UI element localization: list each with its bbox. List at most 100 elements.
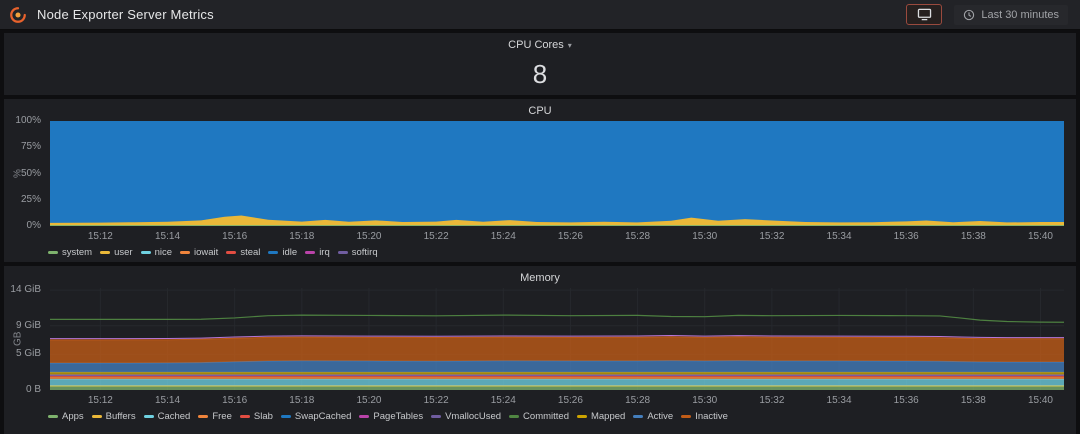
legend-marker [226,250,237,254]
legend-label: softirq [351,246,378,258]
x-tick-label: 15:40 [1027,395,1053,406]
x-tick-label: 15:40 [1027,231,1053,242]
x-tick-label: 15:20 [356,395,382,406]
x-tick-label: 15:12 [87,395,113,406]
legend-item-softirq[interactable]: softirq [337,246,378,258]
legend-label: idle [282,246,298,258]
legend-label: PageTables [373,410,424,422]
cpu-x-axis-ticks: 15:12 15:14 15:16 15:18 15:20 15:22 15:24 15:26… [50,229,1064,242]
x-tick-label: 15:26 [557,231,583,242]
y-tick-label: 9 GiB [15,319,41,331]
legend-label: Slab [253,410,273,422]
y-tick-label: 0% [26,220,41,231]
legend-item-committed[interactable]: Committed [509,411,569,422]
x-tick-label: 15:14 [155,231,181,242]
legend-marker [681,414,692,418]
legend-item-pagetables[interactable]: PageTables [359,411,423,422]
time-range-picker[interactable]: Last 30 minutes [954,4,1068,25]
x-tick-label: 15:34 [826,395,852,406]
legend-marker [576,414,587,418]
x-tick-label: 15:34 [826,231,852,242]
x-tick-label: 15:36 [893,395,919,406]
legend-label: Apps [62,410,84,422]
legend-label: Active [647,410,674,422]
legend-item-active[interactable]: Active [633,411,673,422]
legend-marker [305,250,316,254]
legend-item-swapcached[interactable]: SwapCached [280,410,352,422]
legend-item-irq[interactable]: irq [305,247,330,258]
cpu-chart-legend: system user nice iowait steal idle irq softirq [48,246,378,258]
panel-menu-caret-icon[interactable]: ▾ [567,40,572,50]
legend-label: VmallocUsed [445,410,502,422]
cpu-y-axis-ticks: 0% 25% 50% 75% 100% [4,116,46,231]
legend-label: Cached [157,410,191,422]
x-tick-label: 15:38 [960,395,986,406]
legend-label: Inactive [695,410,728,422]
legend-marker [198,414,209,418]
legend-label: user [114,246,133,258]
legend-item-slab[interactable]: Slab [239,410,273,422]
legend-item-user[interactable]: user [100,246,133,258]
x-tick-label: 15:26 [557,395,583,406]
x-tick-label: 15:28 [625,395,651,406]
cpu-cores-panel: CPU Cores ▾ 8 [4,33,1076,95]
legend-marker [359,414,370,418]
legend-item-vmallocused[interactable]: VmallocUsed [431,411,501,422]
y-tick-label: 100% [15,115,41,126]
legend-marker [337,250,348,254]
legend-label: SwapCached [294,410,352,422]
legend-item-free[interactable]: Free [198,411,232,422]
y-tick-label: 14 GiB [10,284,41,296]
legend-marker [100,250,111,254]
memory-chart-legend: Apps Buffers Cached Free Slab SwapCached PageT… [48,410,728,422]
header-controls: Last 30 minutes [906,4,1080,25]
legend-marker [91,414,102,418]
legend-item-system[interactable]: system [48,247,92,258]
y-tick-label: 25% [20,193,41,205]
x-tick-label: 15:24 [490,231,516,242]
legend-item-inactive[interactable]: Inactive [681,411,728,422]
legend-marker [239,414,250,418]
legend-label: irq [319,246,330,258]
x-tick-label: 15:12 [87,231,113,242]
cpu-cores-value: 8 [532,59,548,89]
legend-label: steal [240,246,261,258]
legend-item-buffers[interactable]: Buffers [91,410,136,422]
legend-marker [280,414,291,418]
x-tick-label: 15:16 [222,395,248,406]
x-tick-label: 15:24 [490,395,516,406]
y-tick-label: 5 GiB [15,348,41,360]
legend-marker [431,414,442,418]
legend-item-mapped[interactable]: Mapped [576,411,625,422]
cpu-panel-title[interactable]: CPU [528,105,552,117]
legend-label: system [62,246,93,258]
memory-panel-title[interactable]: Memory [520,272,560,284]
legend-item-idle[interactable]: idle [268,247,297,258]
tv-mode-button[interactable] [906,4,943,25]
y-tick-label: 50% [20,167,41,179]
legend-marker [268,250,279,254]
legend-item-iowait[interactable]: iowait [180,247,218,258]
grafana-logo-icon[interactable] [8,5,28,25]
dashboard-title[interactable]: Node Exporter Server Metrics [37,7,214,22]
memory-chart-canvas[interactable] [50,288,1064,390]
x-tick-label: 15:16 [222,231,248,242]
x-tick-label: 15:36 [893,231,919,242]
x-tick-label: 15:22 [423,231,449,242]
cpu-cores-panel-title[interactable]: CPU Cores [508,39,564,51]
cpu-chart-canvas[interactable] [50,121,1064,226]
memory-x-axis-ticks: 15:12 15:14 15:16 15:18 15:20 15:22 15:24 15:26… [50,393,1064,406]
x-tick-label: 15:18 [289,395,315,406]
legend-label: Free [212,410,232,422]
legend-marker [48,414,58,418]
time-range-label: Last 30 minutes [981,8,1059,21]
legend-label: iowait [194,246,219,258]
legend-item-nice[interactable]: nice [140,246,173,258]
legend-item-cached[interactable]: Cached [143,410,191,422]
legend-label: nice [154,246,173,258]
x-tick-label: 15:18 [289,231,315,242]
legend-marker [140,250,151,254]
legend-item-steal[interactable]: steal [226,247,260,258]
legend-label: Buffers [105,410,136,422]
legend-item-apps[interactable]: Apps [48,411,84,422]
